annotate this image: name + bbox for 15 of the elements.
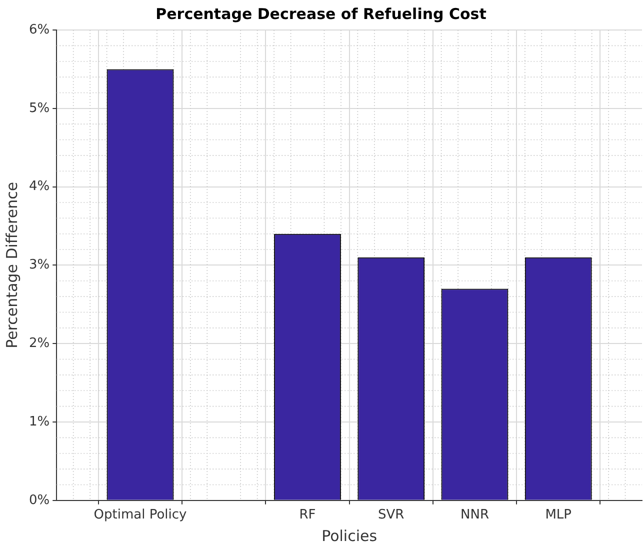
y-tick-label: 1%	[29, 414, 50, 430]
x-tick-label: NNR	[460, 508, 489, 523]
y-tick-label: 6%	[29, 22, 50, 38]
y-tick-label: 3%	[29, 258, 50, 273]
x-axis-title: Policies	[322, 526, 378, 545]
chart-title: Percentage Decrease of Refueling Cost	[156, 4, 486, 23]
x-tick-label: Optimal Policy	[94, 508, 188, 523]
y-tick-label: 4%	[29, 179, 50, 194]
y-axis-title: Percentage Difference	[2, 182, 21, 348]
y-tick-label: 2%	[29, 336, 50, 351]
y-tick-label: 0%	[29, 492, 50, 508]
x-tick-label: SVR	[378, 508, 404, 523]
x-tick-label: MLP	[545, 508, 572, 523]
y-tick-label: 5%	[29, 100, 50, 116]
x-tick-label: RF	[299, 508, 316, 523]
